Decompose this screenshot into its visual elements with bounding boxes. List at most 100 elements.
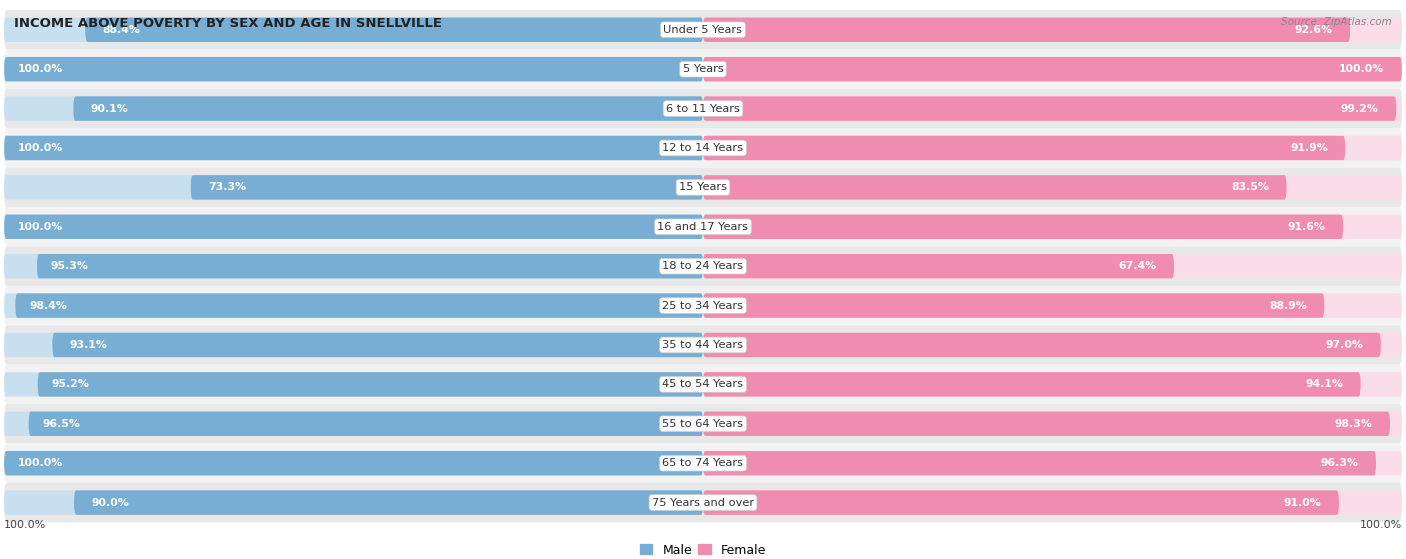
Text: 55 to 64 Years: 55 to 64 Years	[662, 419, 744, 429]
FancyBboxPatch shape	[4, 10, 1402, 50]
FancyBboxPatch shape	[703, 333, 1381, 357]
FancyBboxPatch shape	[703, 411, 1402, 436]
Text: 25 to 34 Years: 25 to 34 Years	[662, 301, 744, 311]
FancyBboxPatch shape	[38, 372, 703, 396]
Text: 73.3%: 73.3%	[208, 182, 246, 192]
Text: 90.0%: 90.0%	[91, 498, 129, 508]
FancyBboxPatch shape	[4, 215, 703, 239]
Text: 16 and 17 Years: 16 and 17 Years	[658, 222, 748, 232]
Text: 98.3%: 98.3%	[1334, 419, 1372, 429]
FancyBboxPatch shape	[4, 128, 1402, 168]
FancyBboxPatch shape	[4, 443, 1402, 483]
FancyBboxPatch shape	[4, 411, 703, 436]
Text: INCOME ABOVE POVERTY BY SEX AND AGE IN SNELLVILLE: INCOME ABOVE POVERTY BY SEX AND AGE IN S…	[14, 17, 441, 30]
FancyBboxPatch shape	[4, 50, 1402, 89]
FancyBboxPatch shape	[4, 175, 703, 200]
FancyBboxPatch shape	[4, 136, 703, 160]
Text: 100.0%: 100.0%	[18, 64, 63, 74]
FancyBboxPatch shape	[703, 17, 1350, 42]
Text: 90.1%: 90.1%	[91, 103, 128, 113]
FancyBboxPatch shape	[703, 451, 1376, 475]
FancyBboxPatch shape	[4, 207, 1402, 247]
FancyBboxPatch shape	[4, 215, 703, 239]
Text: 100.0%: 100.0%	[18, 458, 63, 468]
FancyBboxPatch shape	[4, 293, 703, 318]
FancyBboxPatch shape	[4, 168, 1402, 207]
FancyBboxPatch shape	[4, 89, 1402, 128]
FancyBboxPatch shape	[73, 96, 703, 121]
FancyBboxPatch shape	[15, 293, 703, 318]
FancyBboxPatch shape	[4, 451, 703, 475]
FancyBboxPatch shape	[703, 136, 1346, 160]
Text: 99.2%: 99.2%	[1341, 103, 1379, 113]
FancyBboxPatch shape	[703, 372, 1402, 396]
Text: 15 Years: 15 Years	[679, 182, 727, 192]
Text: 92.6%: 92.6%	[1295, 25, 1333, 35]
FancyBboxPatch shape	[703, 215, 1402, 239]
FancyBboxPatch shape	[4, 325, 1402, 364]
FancyBboxPatch shape	[703, 451, 1402, 475]
Text: 100.0%: 100.0%	[4, 520, 46, 530]
Text: 95.3%: 95.3%	[51, 261, 89, 271]
FancyBboxPatch shape	[703, 215, 1343, 239]
FancyBboxPatch shape	[703, 175, 1402, 200]
FancyBboxPatch shape	[4, 372, 703, 396]
FancyBboxPatch shape	[703, 411, 1391, 436]
Text: 5 Years: 5 Years	[683, 64, 723, 74]
Text: 83.5%: 83.5%	[1232, 182, 1270, 192]
Text: 100.0%: 100.0%	[1339, 64, 1385, 74]
FancyBboxPatch shape	[703, 136, 1402, 160]
FancyBboxPatch shape	[703, 490, 1339, 515]
FancyBboxPatch shape	[4, 483, 1402, 522]
Text: 35 to 44 Years: 35 to 44 Years	[662, 340, 744, 350]
Text: Source: ZipAtlas.com: Source: ZipAtlas.com	[1281, 17, 1392, 27]
Text: 91.0%: 91.0%	[1284, 498, 1322, 508]
Text: 75 Years and over: 75 Years and over	[652, 498, 754, 508]
FancyBboxPatch shape	[4, 57, 703, 82]
Text: 12 to 14 Years: 12 to 14 Years	[662, 143, 744, 153]
Text: 67.4%: 67.4%	[1118, 261, 1157, 271]
Text: 91.6%: 91.6%	[1288, 222, 1326, 232]
FancyBboxPatch shape	[4, 364, 1402, 404]
Text: 91.9%: 91.9%	[1291, 143, 1327, 153]
FancyBboxPatch shape	[703, 96, 1402, 121]
FancyBboxPatch shape	[4, 57, 703, 82]
FancyBboxPatch shape	[703, 490, 1402, 515]
FancyBboxPatch shape	[4, 136, 703, 160]
Legend: Male, Female: Male, Female	[636, 538, 770, 559]
FancyBboxPatch shape	[4, 451, 703, 475]
FancyBboxPatch shape	[28, 411, 703, 436]
FancyBboxPatch shape	[703, 372, 1361, 396]
Text: 88.9%: 88.9%	[1270, 301, 1306, 311]
Text: 97.0%: 97.0%	[1326, 340, 1364, 350]
FancyBboxPatch shape	[4, 490, 703, 515]
Text: 65 to 74 Years: 65 to 74 Years	[662, 458, 744, 468]
Text: 45 to 54 Years: 45 to 54 Years	[662, 380, 744, 390]
Text: 6 to 11 Years: 6 to 11 Years	[666, 103, 740, 113]
FancyBboxPatch shape	[703, 293, 1324, 318]
FancyBboxPatch shape	[703, 293, 1402, 318]
FancyBboxPatch shape	[703, 96, 1396, 121]
FancyBboxPatch shape	[703, 57, 1402, 82]
Text: 100.0%: 100.0%	[1360, 520, 1402, 530]
FancyBboxPatch shape	[191, 175, 703, 200]
FancyBboxPatch shape	[4, 17, 703, 42]
Text: 88.4%: 88.4%	[103, 25, 141, 35]
Text: 93.1%: 93.1%	[70, 340, 108, 350]
Text: 95.2%: 95.2%	[52, 380, 90, 390]
Text: 18 to 24 Years: 18 to 24 Years	[662, 261, 744, 271]
Text: Under 5 Years: Under 5 Years	[664, 25, 742, 35]
FancyBboxPatch shape	[4, 286, 1402, 325]
Text: 94.1%: 94.1%	[1305, 380, 1343, 390]
FancyBboxPatch shape	[4, 254, 703, 278]
FancyBboxPatch shape	[703, 175, 1286, 200]
FancyBboxPatch shape	[52, 333, 703, 357]
FancyBboxPatch shape	[703, 17, 1402, 42]
Text: 98.4%: 98.4%	[30, 301, 67, 311]
FancyBboxPatch shape	[703, 333, 1402, 357]
FancyBboxPatch shape	[4, 404, 1402, 443]
Text: 100.0%: 100.0%	[18, 222, 63, 232]
Text: 96.3%: 96.3%	[1320, 458, 1358, 468]
Text: 100.0%: 100.0%	[18, 143, 63, 153]
FancyBboxPatch shape	[703, 57, 1402, 82]
